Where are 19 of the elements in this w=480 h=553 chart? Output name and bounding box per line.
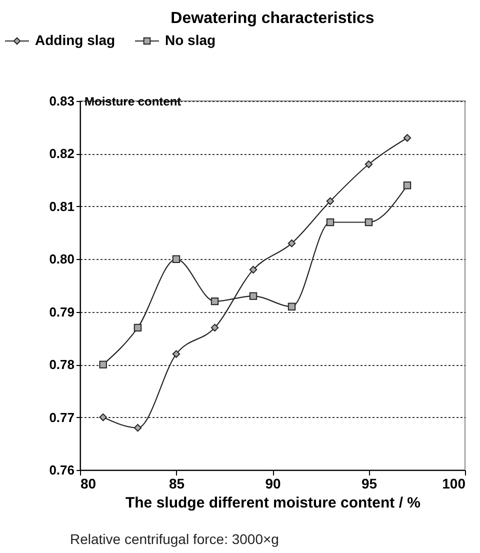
y-tick-label: 0.83 <box>49 94 74 108</box>
x-axis-title: The sludge different moisture content / % <box>125 494 421 512</box>
y-tick-label: 0.82 <box>49 146 74 162</box>
y-axis-title: Moisture content <box>84 94 182 108</box>
x-tick-label: 100 <box>442 476 466 492</box>
y-tick-label: 0.76 <box>49 462 74 478</box>
text: Relative centrifugal force: 3000×g <box>70 531 279 547</box>
y-tick-label: 0.81 <box>49 198 74 214</box>
x-tick-label: 80 <box>80 476 96 492</box>
y-tick-label: 0.78 <box>49 357 74 372</box>
y-tick-label: 0.79 <box>49 304 74 320</box>
x-tick-label: 95 <box>361 476 378 492</box>
y-tick-label: 0.77 <box>49 410 74 425</box>
legend-label: Adding slag <box>35 32 116 48</box>
x-tick-label: 90 <box>265 476 281 492</box>
y-tick-label: 0.80 <box>49 252 74 267</box>
chart-title: Dewatering characteristics <box>170 10 374 27</box>
legend-label: No slag <box>165 32 216 48</box>
x-tick-label: 85 <box>168 476 185 492</box>
